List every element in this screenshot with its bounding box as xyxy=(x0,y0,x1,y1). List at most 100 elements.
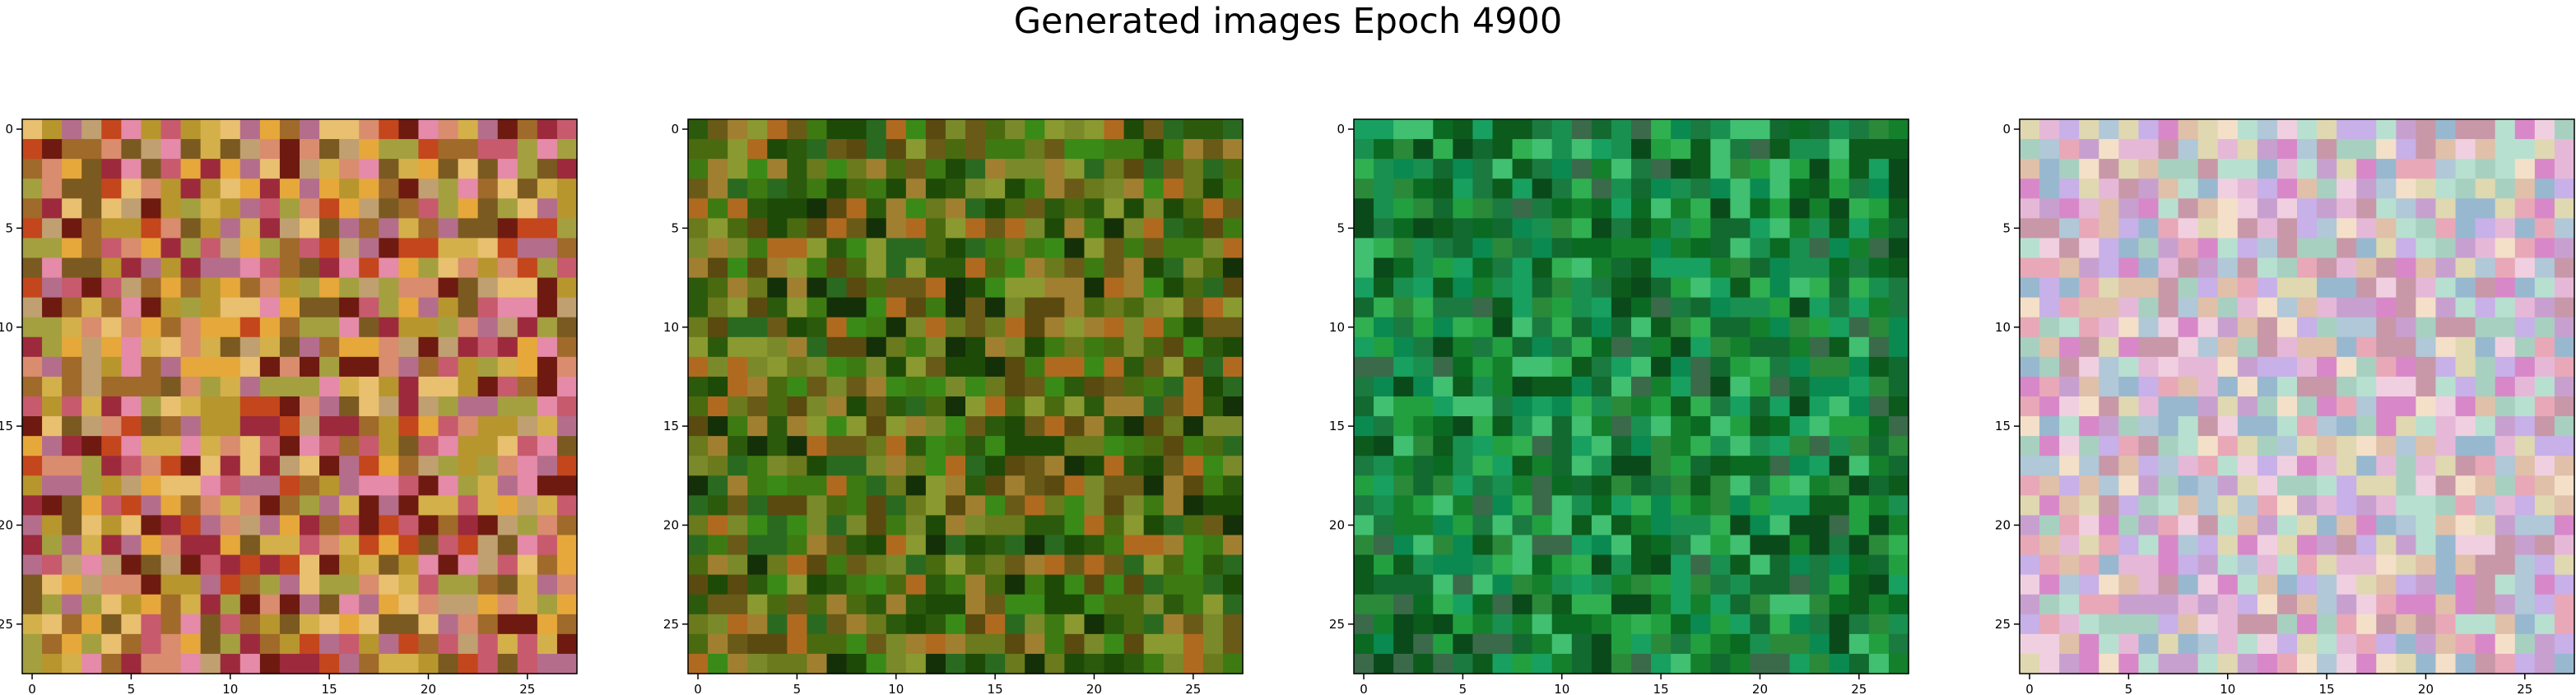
pixel-cell xyxy=(2376,317,2397,338)
pixel-cell xyxy=(1354,633,1374,655)
pixel-cell xyxy=(438,376,459,397)
pixel-cell xyxy=(1183,356,1204,378)
pixel-cell xyxy=(2495,535,2516,556)
pixel-cell xyxy=(22,574,43,595)
pixel-cell xyxy=(1848,198,1870,219)
pixel-cell xyxy=(2257,119,2278,140)
pixel-cell xyxy=(398,535,420,556)
pixel-cell xyxy=(1123,456,1145,476)
pixel-cell xyxy=(537,554,558,576)
pixel-cell xyxy=(220,396,241,417)
pixel-cell xyxy=(2237,159,2258,179)
pixel-cell xyxy=(556,535,578,556)
pixel-cell xyxy=(1104,653,1125,674)
pixel-cell xyxy=(2079,495,2099,517)
pixel-cell xyxy=(2337,198,2357,219)
pixel-cell xyxy=(398,218,420,239)
pixel-cell xyxy=(220,475,241,496)
pixel-cell xyxy=(359,594,379,615)
pixel-cell xyxy=(1611,515,1632,536)
pixel-cell xyxy=(279,554,300,576)
pixel-cell xyxy=(2554,336,2575,358)
pixel-cell xyxy=(1730,317,1751,338)
pixel-cell xyxy=(945,653,966,674)
pixel-cell xyxy=(1551,139,1573,160)
pixel-cell xyxy=(787,376,808,397)
pixel-cell xyxy=(398,633,420,655)
pixel-cell xyxy=(846,297,867,318)
pixel-cell xyxy=(1064,238,1086,259)
pixel-cell xyxy=(556,297,578,318)
pixel-cell xyxy=(279,614,300,635)
pixel-cell xyxy=(1551,653,1573,674)
pixel-cell xyxy=(121,535,142,556)
pixel-cell xyxy=(688,436,709,456)
pixel-cell xyxy=(1044,614,1065,635)
pixel-cell xyxy=(1202,336,1224,358)
pixel-cell xyxy=(239,614,261,635)
pixel-cell xyxy=(2297,238,2318,259)
pixel-cell xyxy=(259,633,281,655)
pixel-cell xyxy=(1084,594,1105,615)
pixel-cell xyxy=(2475,614,2496,635)
y-tick-label: 15 xyxy=(663,419,679,433)
pixel-cell xyxy=(81,277,102,299)
pixel-cell xyxy=(220,277,241,299)
pixel-cell xyxy=(359,633,379,655)
pixel-cell xyxy=(2020,257,2040,279)
pixel-cell xyxy=(2237,594,2258,615)
figure-title: Generated images Epoch 4900 xyxy=(1013,1,1563,42)
pixel-cell xyxy=(945,277,966,299)
pixel-cell xyxy=(2257,495,2278,517)
pixel-cell xyxy=(22,356,43,378)
pixel-cell xyxy=(2396,574,2417,595)
pixel-cell xyxy=(826,178,848,199)
pixel-cell xyxy=(2534,178,2555,199)
pixel-cell xyxy=(1374,436,1394,456)
pixel-cell xyxy=(180,416,202,437)
pixel-cell xyxy=(846,139,867,160)
pixel-cell xyxy=(2197,475,2219,496)
pixel-cell xyxy=(2396,297,2417,318)
pixel-cell xyxy=(1512,554,1533,576)
pixel-cell xyxy=(925,139,946,160)
pixel-cell xyxy=(2495,594,2516,615)
pixel-cell xyxy=(1532,554,1553,576)
pixel-cell xyxy=(747,376,768,397)
pixel-cell xyxy=(1631,633,1652,655)
pixel-cell xyxy=(747,475,768,496)
pixel-cell xyxy=(1690,653,1711,674)
pixel-cell xyxy=(160,614,182,635)
pixel-cell xyxy=(1413,436,1434,456)
pixel-cell xyxy=(1123,336,1145,358)
pixel-cell xyxy=(1163,416,1184,437)
pixel-cell xyxy=(2396,198,2417,219)
pixel-cell xyxy=(826,396,848,417)
pixel-cell xyxy=(826,297,848,318)
pixel-cell xyxy=(2099,456,2119,476)
pixel-cell xyxy=(537,396,558,417)
pixel-cell xyxy=(2237,238,2258,259)
pixel-cell xyxy=(886,336,907,358)
pixel-cell xyxy=(477,376,499,397)
pixel-cell xyxy=(1453,535,1474,556)
pixel-cell xyxy=(1064,495,1086,517)
pixel-cell xyxy=(1084,159,1105,179)
pixel-cell xyxy=(1769,633,1791,655)
pixel-cell xyxy=(1025,574,1045,595)
pixel-cell xyxy=(2178,535,2199,556)
pixel-cell xyxy=(1413,336,1434,358)
pixel-cell xyxy=(279,456,300,476)
pixel-cell xyxy=(339,633,360,655)
pixel-cell xyxy=(22,218,43,239)
pixel-cell xyxy=(1532,376,1553,397)
pixel-cell xyxy=(1044,535,1065,556)
pixel-cell xyxy=(121,297,142,318)
pixel-cell xyxy=(767,178,788,199)
pixel-cell xyxy=(438,178,459,199)
pixel-cell xyxy=(239,416,261,437)
pixel-cell xyxy=(985,376,1006,397)
pixel-cell xyxy=(767,257,788,279)
axes-frame xyxy=(687,118,1244,674)
pixel-cell xyxy=(1769,257,1791,279)
